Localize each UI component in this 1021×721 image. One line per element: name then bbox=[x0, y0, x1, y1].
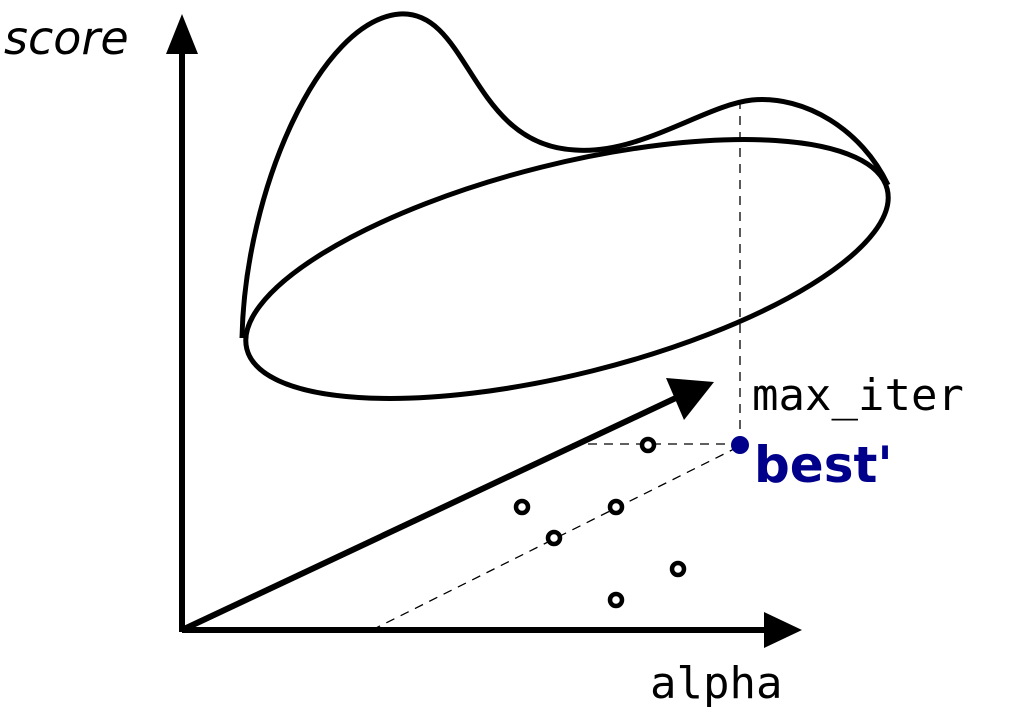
alpha-axis-label: alpha bbox=[650, 658, 782, 709]
max-iter-axis-label: max_iter bbox=[752, 370, 964, 421]
sample-point bbox=[610, 501, 622, 513]
sample-point bbox=[548, 532, 560, 544]
surface-top-curve bbox=[242, 14, 888, 338]
sample-point bbox=[516, 501, 528, 513]
projection-lines bbox=[372, 100, 740, 630]
alpha-axis bbox=[182, 612, 802, 648]
sample-point bbox=[642, 439, 654, 451]
score-axis-label: score bbox=[4, 11, 129, 65]
sample-point bbox=[610, 594, 622, 606]
sample-point bbox=[672, 563, 684, 575]
best-point-label: best' bbox=[754, 436, 893, 494]
score-axis bbox=[166, 14, 198, 632]
best-point bbox=[731, 436, 749, 454]
